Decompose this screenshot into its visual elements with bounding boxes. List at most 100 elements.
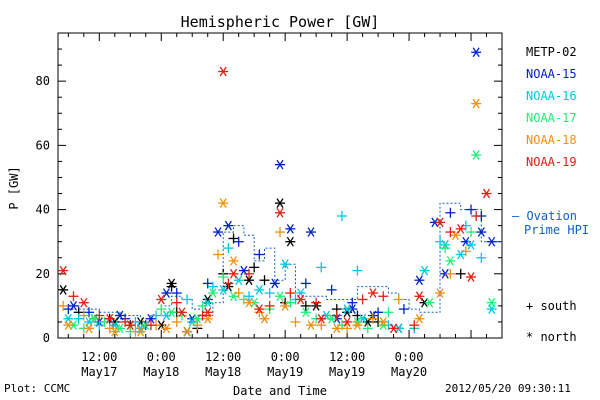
noaa-19-south-point (378, 291, 389, 302)
noaa-19-north-point (254, 304, 265, 314)
noaa-15-north-point (114, 310, 125, 321)
noaa-15-north-point (213, 227, 224, 237)
noaa-18-north-point (259, 313, 270, 324)
noaa-16-south-point (352, 265, 363, 276)
y-tick-label: 20 (36, 267, 50, 281)
noaa-16-south-point (264, 288, 275, 299)
y-tick-label: 40 (36, 203, 50, 217)
noaa-19-north-point (481, 188, 492, 199)
metp-02-south-point (249, 262, 260, 273)
noaa-16-north-point (254, 284, 265, 295)
noaa-16-south-point (73, 313, 84, 324)
legend-entry-noaa-15: NOAA-15 (526, 67, 577, 81)
noaa-18-south-point (233, 288, 244, 299)
noaa-19-south-point (445, 227, 456, 238)
noaa-15-south-point (83, 307, 94, 318)
noaa-19-north-point (125, 320, 136, 331)
x-tick-time-label: 12:00 (329, 350, 365, 364)
noaa-17-north-point (486, 297, 497, 308)
metp-02-north-point (285, 236, 296, 247)
noaa-19-north-point (176, 307, 187, 318)
noaa-15-south-point (300, 278, 311, 289)
noaa-16-north-point (342, 304, 353, 314)
noaa-19-north-point (414, 291, 425, 302)
legend-entry-metp-02: METP-02 (526, 45, 577, 59)
noaa-19-south-point (311, 297, 322, 308)
metp-02-north-point (244, 275, 255, 286)
x-tick-date-label: May19 (267, 365, 303, 379)
noaa-15-north-point (275, 159, 285, 170)
noaa-16-south-point (476, 252, 487, 263)
legend-entry-noaa-18: NOAA-18 (526, 133, 577, 147)
x-tick-date-label: May20 (391, 365, 427, 379)
x-axis-label: Date and Time (233, 384, 327, 398)
footer-credit: Plot: CCMC (4, 382, 71, 395)
noaa-19-north-point (228, 268, 239, 279)
noaa-15-south-point (202, 278, 213, 289)
noaa-17-north-point (207, 288, 218, 298)
south-symbol-label: + south (526, 299, 577, 313)
legend-entry-noaa-17: NOAA-17 (526, 111, 577, 125)
x-tick-date-label: May17 (81, 365, 117, 379)
noaa-16-north-point (280, 259, 291, 270)
noaa-17-south-point (156, 304, 167, 315)
noaa-15-north-point (476, 227, 487, 237)
legend-entry-noaa-16: NOAA-16 (526, 89, 577, 103)
noaa-18-north-point (331, 323, 342, 334)
ovation-label-line1: — Ovation (512, 209, 577, 223)
noaa-19-north-point (455, 223, 466, 234)
ovation-hpi-line (58, 202, 502, 320)
noaa-18-north-point (228, 256, 239, 266)
y-tick-label: 0 (43, 331, 50, 345)
noaa-19-south-point (145, 320, 156, 331)
noaa-19-north-point (202, 307, 213, 318)
noaa-18-north-point (471, 98, 482, 109)
noaa-19-north-point (275, 207, 285, 218)
noaa-17-south-point (466, 227, 477, 238)
noaa-15-north-point (161, 288, 172, 298)
plot-frame (57, 32, 503, 339)
noaa-16-south-point (223, 243, 234, 254)
noaa-16-south-point (151, 310, 162, 321)
noaa-15-north-point (471, 47, 482, 58)
noaa-18-south-point (213, 249, 224, 260)
noaa-19-south-point (264, 300, 275, 311)
noaa-19-south-point (244, 268, 255, 279)
noaa-19-north-point (295, 294, 306, 305)
noaa-19-north-point (388, 323, 399, 334)
noaa-15-north-point (305, 227, 316, 237)
noaa-19-north-point (367, 288, 378, 298)
metp-02-north-point (166, 278, 177, 289)
noaa-18-north-point (182, 326, 193, 337)
noaa-18-north-point (109, 326, 120, 337)
noaa-19-south-point (331, 310, 342, 321)
noaa-15-north-point (68, 301, 79, 311)
x-tick-time-label: 0:00 (147, 350, 176, 364)
noaa-18-south-point (460, 246, 471, 257)
noaa-16-south-point (316, 262, 327, 273)
noaa-16-north-point (218, 284, 229, 295)
x-tick-date-label: May18 (205, 365, 241, 379)
data-points (58, 47, 497, 337)
noaa-16-north-point (486, 304, 497, 314)
ovation-label-line2: Prime HPI (524, 223, 589, 237)
noaa-18-south-point (171, 316, 182, 327)
metp-02-north-point (58, 284, 69, 295)
noaa-16-south-point (94, 320, 105, 331)
noaa-16-north-point (466, 240, 477, 250)
noaa-18-south-point (367, 313, 378, 324)
noaa-18-north-point (244, 297, 255, 308)
noaa-19-north-point (466, 272, 477, 282)
noaa-15-south-point (398, 304, 409, 315)
noaa-18-south-point (58, 300, 69, 311)
x-tick-time-label: 0:00 (395, 350, 424, 364)
noaa-15-north-point (269, 278, 280, 289)
noaa-15-south-point (466, 204, 477, 215)
chart-title: Hemispheric Power [GW] (181, 13, 380, 31)
noaa-16-north-point (295, 288, 306, 298)
noaa-17-south-point (383, 307, 394, 318)
noaa-18-north-point (161, 323, 172, 334)
noaa-19-south-point (94, 310, 105, 321)
noaa-15-north-point (486, 236, 497, 247)
